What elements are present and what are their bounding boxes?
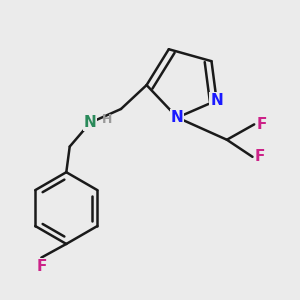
Text: N: N bbox=[84, 115, 97, 130]
Text: N: N bbox=[171, 110, 184, 125]
Text: F: F bbox=[255, 149, 265, 164]
Text: N: N bbox=[210, 93, 223, 108]
Text: H: H bbox=[101, 113, 112, 126]
Text: F: F bbox=[36, 259, 46, 274]
Text: F: F bbox=[256, 117, 267, 132]
